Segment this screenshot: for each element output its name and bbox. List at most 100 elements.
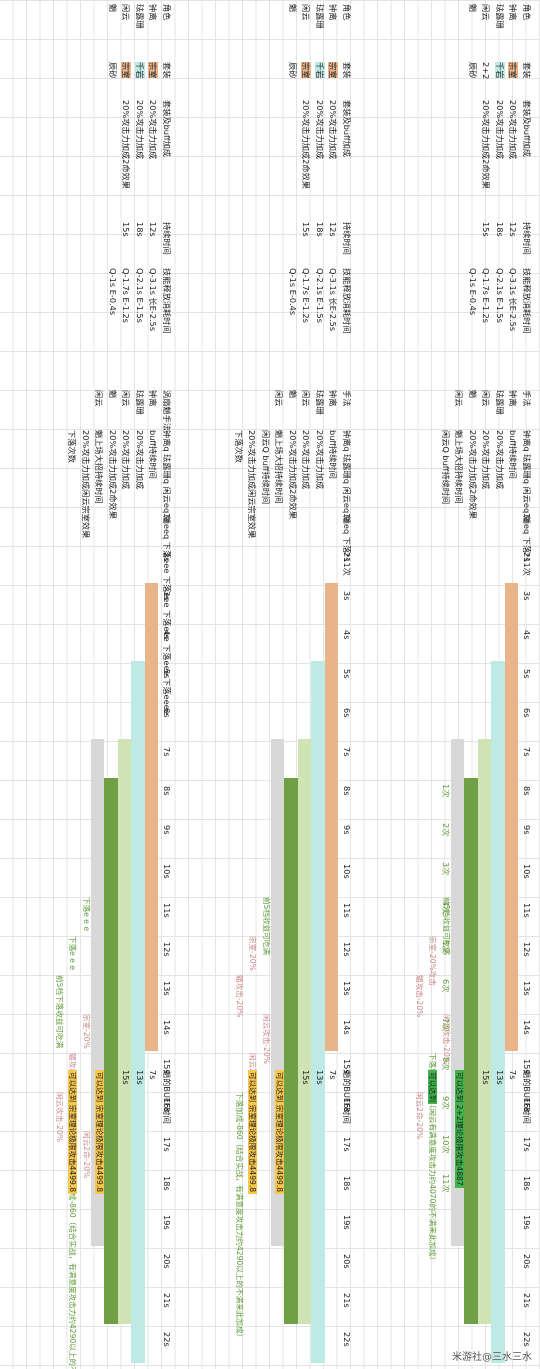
second-tick: 11s — [342, 903, 352, 918]
side-title: 魈的BUFF时间 — [522, 1070, 532, 1124]
second-tick: 5s — [342, 669, 352, 679]
timeline-role: 钟离 — [148, 390, 159, 407]
side-title: 魈的BUFF时间 — [162, 1070, 172, 1124]
second-tick: 1s — [522, 513, 532, 523]
second-tick: 19s — [162, 1215, 172, 1230]
timeline-role: 魈 — [108, 390, 118, 399]
row-cost: Q-2.1s E-1.5s — [315, 268, 325, 323]
row-cost: Q-1.7s E-1.2s — [481, 268, 492, 323]
side-v1: 7s — [508, 1070, 519, 1080]
note: 前5档下落收益可吃满 — [55, 975, 64, 1049]
row-char: 闲云 — [481, 4, 492, 21]
note: 闲云2命-20% — [82, 1131, 91, 1179]
side-v3: 15s — [481, 1070, 492, 1085]
second-tick: 12s — [162, 942, 172, 957]
side-v2: 13s — [135, 1070, 145, 1085]
second-tick: 17s — [162, 1137, 172, 1152]
hit-count: 7次 — [441, 1018, 451, 1032]
row-buff: 20%攻击力加成2命效果 — [121, 100, 132, 189]
header-duration: 持续时间 — [162, 222, 172, 255]
side-v2: 13s — [315, 1070, 325, 1085]
second-tick: 12s — [342, 942, 352, 957]
note: 魈攻击-20% — [415, 975, 424, 1018]
second-tick: 11s — [522, 903, 532, 918]
zhongli-bar — [505, 583, 519, 1051]
timeline-label: 20%攻击力加成 — [481, 430, 492, 490]
second-tick: 9s — [522, 825, 532, 835]
note: 闲云攻击-20% — [55, 1092, 64, 1142]
header-cost: 技能释放消耗时间 — [162, 268, 172, 334]
row-char: 钟离 — [328, 4, 339, 21]
second-tick: 9s — [342, 825, 352, 835]
second-tick: 3s — [342, 591, 352, 601]
second-tick: 8s — [522, 786, 532, 796]
side-result: 可以达到 宗室理论极限攻击4499.8 — [275, 1070, 285, 1195]
row-set: 宗室 — [121, 62, 132, 79]
second-tick: 7s — [342, 747, 352, 757]
hit-count: 10次 — [441, 1135, 451, 1154]
timeline-label: 20%攻击力加成2命效果 — [288, 430, 298, 519]
side-result: 可以达到 宗室理论极限攻击4499.8 — [95, 1070, 105, 1195]
row-set: 宗室 — [301, 62, 312, 79]
timeline-method: 手法 — [342, 390, 352, 407]
row-cost: Q-3.1s 长E-2.5s — [328, 268, 339, 332]
row-set: 宗室 — [328, 62, 339, 79]
note: 闲云2命-20% — [415, 1092, 424, 1140]
faruzan-bar — [311, 661, 325, 1363]
row-duration: 18s — [315, 222, 325, 237]
second-tick: 5s — [522, 669, 532, 679]
row-duration: 18s — [495, 222, 505, 237]
row-char: 闲云 — [121, 4, 132, 21]
header-buff: 套装及buff加成 — [162, 100, 172, 157]
timeline-method: 手法 — [522, 390, 532, 407]
row-set: 千岩 — [135, 62, 145, 79]
header-duration: 持续时间 — [342, 222, 352, 255]
timeline-method: 涡扇魈手法 — [162, 390, 172, 431]
faruzan-bar — [131, 661, 145, 1363]
note: 宗室-20% — [82, 1014, 91, 1049]
side-final: 可以达到 宗室理论极限攻击4499.8 — [248, 1070, 258, 1195]
timeline-role: 闲云 — [481, 390, 492, 407]
second-tick: 13s — [522, 981, 532, 996]
row-cost: Q-1s E-0.4s — [468, 268, 478, 316]
row-cost: Q-2.1s E-1.5s — [135, 268, 145, 323]
second-tick: 21s — [162, 1293, 172, 1308]
row-cost: Q-1s E-0.4s — [108, 268, 118, 316]
row-char: 魈 — [108, 4, 118, 13]
row-buff: 20%攻击力加成2命效果 — [481, 100, 492, 189]
row-duration: 15s — [121, 222, 132, 237]
header-role: 角色 — [162, 4, 172, 21]
second-tick: 18s — [522, 1176, 532, 1191]
second-tick: 6s — [162, 708, 172, 718]
row-buff: 20%攻击力加成 — [508, 100, 519, 160]
zhongli-bar — [325, 583, 339, 1051]
header-duration: 持续时间 — [522, 222, 532, 255]
row-char: 珐露珊 — [135, 4, 145, 29]
timeline-role: 魈 — [468, 390, 478, 399]
xianyun-bar — [478, 739, 492, 1324]
timeline-role: 魈 — [288, 390, 298, 399]
timeline-label: 20%攻击力加成2命效果 — [108, 430, 118, 519]
xiao-bar — [104, 778, 118, 1324]
header-cost: 技能释放消耗时间 — [342, 268, 352, 334]
second-tick: 5s — [162, 669, 172, 679]
second-tick: 1s — [162, 513, 172, 523]
hit-count: 3次 — [441, 862, 451, 876]
hit-count: 11次 — [441, 1174, 451, 1193]
second-tick: 1s — [342, 513, 352, 523]
row-duration: 18s — [135, 222, 145, 237]
second-tick: 19s — [522, 1215, 532, 1230]
side-final: 可以达到 宗室理论极限攻击4499.8 — [68, 1070, 78, 1195]
timeline-label: 20%攻击力加成 — [135, 430, 145, 490]
second-tick: 14s — [162, 1020, 172, 1035]
second-tick: 8s — [162, 786, 172, 796]
row-cost: Q-3.1s 长E-2.5s — [148, 268, 159, 332]
row-duration: 15s — [481, 222, 492, 237]
row-buff: 20%攻击力加成 — [328, 100, 339, 160]
timeline-label: 魈上场大招持续时间 — [94, 430, 105, 504]
row-set: 千岩 — [315, 62, 325, 79]
second-tick: 20s — [342, 1254, 352, 1269]
timeline-label: 20%攻击力加成闲云宗室效果 — [247, 430, 258, 539]
note: 闲云攻击-20% — [262, 1014, 271, 1064]
